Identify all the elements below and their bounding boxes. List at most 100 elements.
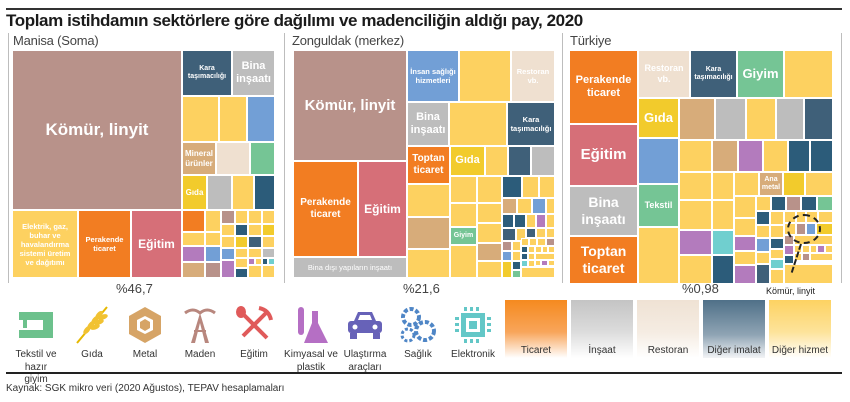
tile — [477, 203, 502, 223]
tile — [548, 246, 555, 253]
tile — [219, 96, 247, 142]
tile — [679, 98, 715, 140]
share-turkiye: %0,98 — [682, 281, 719, 296]
tile — [449, 102, 507, 146]
tile — [805, 172, 833, 196]
tile — [502, 198, 517, 214]
tile — [784, 264, 833, 284]
tile — [817, 245, 825, 253]
tile — [235, 236, 248, 248]
panel-label-zonguldak: Zonguldak (merkez) — [292, 33, 404, 48]
legend-textile: Tekstil ve hazır giyim — [4, 305, 68, 387]
tile-kara-tasimaciligi: Kara taşımacılığı — [507, 102, 555, 146]
treemap-manisa: Kömür, linyit Kara taşımacılığı Bina inş… — [12, 50, 275, 278]
tile — [542, 246, 548, 253]
tile — [407, 217, 450, 249]
tile — [679, 200, 712, 230]
pickaxe-shovel-icon — [234, 305, 274, 345]
panel-label-manisa: Manisa (Soma) — [13, 33, 99, 48]
tile — [182, 232, 205, 246]
tile — [802, 253, 810, 261]
tile — [784, 245, 794, 255]
tile — [818, 211, 833, 223]
tile — [512, 270, 521, 278]
tile — [235, 210, 248, 224]
tile — [221, 248, 235, 260]
tile — [712, 172, 734, 200]
tile-gida: Gıda — [450, 146, 485, 176]
tile — [638, 227, 679, 284]
tile — [794, 253, 802, 261]
legend-metal: Metal — [113, 305, 177, 362]
tile — [248, 265, 262, 278]
tile-egitim: Eğitim — [569, 124, 638, 186]
tile — [738, 140, 763, 172]
tile — [783, 172, 805, 196]
tile — [502, 241, 512, 251]
komur-highlight-circle — [787, 214, 821, 244]
tile — [508, 146, 531, 176]
tile-bina-insaati: Bina inşaatı — [232, 50, 275, 96]
tile-gida: Gıda — [182, 175, 207, 210]
tile-egitim: Eğitim — [358, 161, 407, 257]
treemap-zonguldak: Kömür, linyit İnsan sağlığı hizmetleri R… — [293, 50, 555, 278]
tile-bina-disi: Bina dışı yapıların inşaatı — [293, 257, 407, 278]
tile — [182, 96, 219, 142]
tile — [262, 224, 275, 236]
tile-insan-sagligi: İnsan sağlığı hizmetleri — [407, 50, 459, 102]
tile — [521, 246, 528, 253]
tile-kara-tasimaciligi: Kara taşımacılığı — [690, 50, 737, 98]
tile-bina-insaati: Bina inşaatı — [407, 102, 449, 146]
tile — [221, 224, 235, 236]
legend-food: Gıda — [60, 305, 124, 362]
tile — [536, 228, 546, 238]
tile — [770, 269, 784, 284]
chip-icon — [453, 305, 493, 345]
panel-separator — [284, 33, 285, 283]
tile — [528, 246, 535, 253]
source-note: Kaynak: SGK mikro veri (2020 Ağustos), T… — [6, 383, 285, 394]
tile — [221, 210, 235, 224]
tile — [521, 253, 528, 260]
tile — [502, 261, 512, 278]
tile — [232, 175, 254, 210]
tile-giyim: Giyim — [450, 227, 477, 245]
tile — [262, 258, 268, 265]
tile — [262, 248, 275, 258]
panel-separator — [8, 33, 9, 283]
tile-restoran: Restoran vb. — [638, 50, 690, 98]
tile — [517, 198, 532, 214]
tile-mineral-urunler: Mineral ürünler — [182, 142, 216, 175]
tile — [679, 230, 712, 255]
tile — [254, 175, 275, 210]
tile — [221, 236, 235, 248]
gears-icon — [398, 305, 438, 345]
tile — [756, 225, 770, 238]
tile — [255, 258, 262, 265]
tile — [450, 245, 477, 278]
tile — [734, 251, 756, 265]
tile-restoran: Restoran vb. — [511, 50, 555, 102]
tile — [247, 96, 275, 142]
tile — [546, 198, 555, 214]
legend-education: Eğitim — [222, 305, 286, 362]
tile — [531, 146, 555, 176]
gem-icon — [125, 305, 165, 345]
panel-separator — [562, 33, 563, 283]
tile — [756, 264, 770, 284]
komur-callout-label: Kömür, linyit — [766, 286, 816, 296]
tile-kara-tasimaciligi: Kara taşımacılığı — [182, 50, 232, 96]
tile — [262, 236, 275, 248]
tile — [235, 258, 248, 268]
tile — [535, 253, 555, 260]
tile — [810, 140, 833, 172]
tile — [546, 238, 555, 246]
legend-swatch-diger-imalat: Diğer imalat — [703, 300, 765, 358]
tile-perakende-ticaret: Perakende ticaret — [569, 50, 638, 124]
tile-gida: Gıda — [638, 98, 679, 138]
tile — [502, 228, 516, 241]
tile — [776, 98, 804, 140]
top-rule — [6, 8, 842, 10]
tile — [182, 262, 205, 278]
tile — [532, 198, 546, 214]
